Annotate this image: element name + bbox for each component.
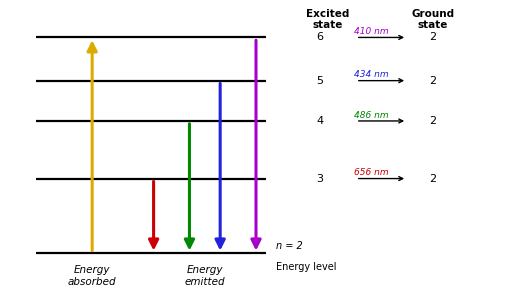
Text: 3: 3 [316,174,324,183]
Text: 5: 5 [316,76,324,86]
Text: 656 nm: 656 nm [354,168,389,177]
Text: Energy
emitted: Energy emitted [184,265,225,287]
Text: 2: 2 [429,33,436,42]
Text: Ground
state: Ground state [411,9,454,30]
Text: 2: 2 [429,174,436,183]
Text: Energy level: Energy level [276,262,337,272]
Text: n = 2: n = 2 [276,240,303,251]
Text: Energy
absorbed: Energy absorbed [68,265,116,287]
Text: Excited
state: Excited state [306,9,349,30]
Text: 410 nm: 410 nm [354,27,389,36]
Text: 2: 2 [429,116,436,126]
Text: 486 nm: 486 nm [354,111,389,120]
Text: 6: 6 [316,33,324,42]
Text: 4: 4 [316,116,324,126]
Text: 434 nm: 434 nm [354,70,389,79]
Text: 2: 2 [429,76,436,86]
